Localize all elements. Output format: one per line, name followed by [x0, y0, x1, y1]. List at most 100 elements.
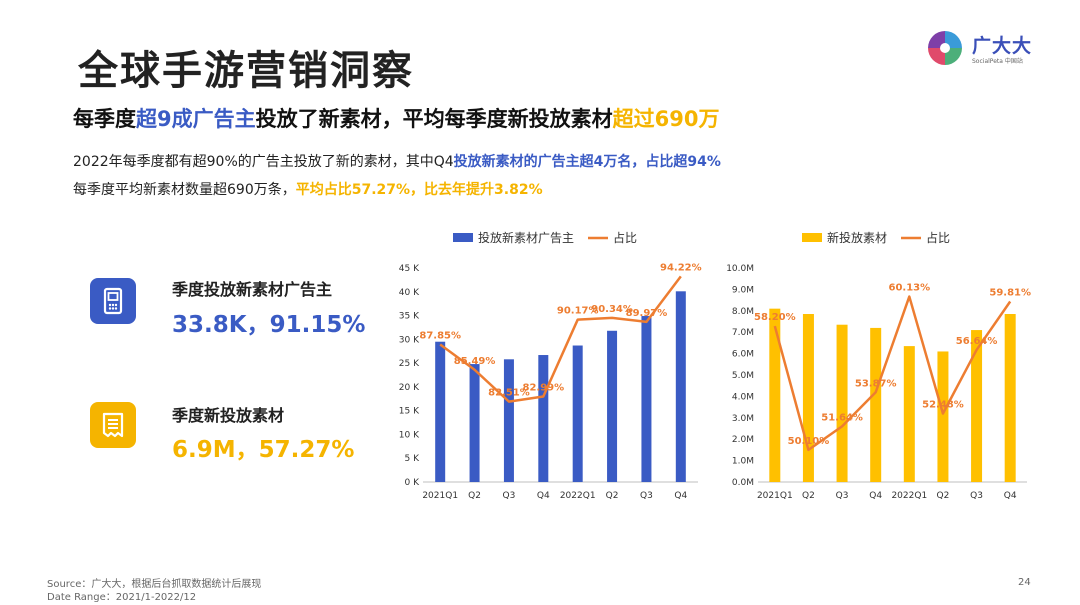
y-tick-label: 0.0M	[732, 478, 754, 488]
headline-highlight-yellow: 超过690万	[612, 107, 720, 131]
description-highlight: 平均占比57.27%，比去年提升3.82%	[295, 182, 543, 198]
x-tick-label: Q4	[537, 491, 550, 501]
kpi-creatives-value: 6.9M，57.27%	[172, 437, 355, 463]
data-label: 90.34%	[591, 304, 633, 315]
brand-logo-icon	[928, 31, 962, 65]
data-label: 50.10%	[788, 436, 830, 447]
legend-swatch-bar	[453, 233, 473, 242]
legend-label: 新投放素材	[827, 230, 887, 245]
x-tick-label: Q3	[640, 491, 653, 501]
description-highlight: 投放新素材的广告主超4万名，占比超94%	[453, 154, 721, 170]
y-tick-label: 5.0M	[732, 371, 754, 381]
x-tick-label: 2021Q1	[757, 491, 793, 501]
headline-highlight-blue: 超9成广告主	[136, 107, 256, 131]
data-label: 58.20%	[754, 312, 796, 323]
bar	[675, 291, 686, 482]
headline: 每季度超9成广告主投放了新素材，平均每季度新投放素材超过690万	[73, 103, 719, 133]
bar	[802, 314, 814, 482]
data-label: 82.51%	[488, 388, 530, 399]
description-line-2: 每季度平均新素材数量超690万条，平均占比57.27%，比去年提升3.82%	[73, 179, 543, 199]
advertisers-chart: 0 K 5 K 10 K 15 K 20 K 25 K 30 K 35 K 40 K 45 K 20…	[399, 230, 702, 501]
y-tick-label: 2.0M	[732, 435, 754, 445]
legend-swatch-bar	[802, 233, 822, 242]
data-label: 51.64%	[821, 412, 863, 423]
x-tick-label: Q2	[802, 491, 815, 501]
x-tick-label: 2022Q1	[560, 491, 596, 501]
legend-label: 占比	[926, 230, 950, 245]
legend-label: 占比	[613, 230, 637, 245]
y-tick-label: 20 K	[399, 383, 420, 393]
data-label: 52.48%	[922, 400, 964, 411]
brand-logo-name: 广大大	[972, 35, 1033, 57]
kpi-advertisers-label: 季度投放新素材广告主	[172, 280, 333, 299]
bar	[538, 355, 549, 482]
x-tick-label: Q2	[937, 491, 950, 501]
data-label: 82.99%	[522, 383, 564, 394]
y-tick-label: 4.0M	[732, 392, 754, 402]
x-tick-label: Q4	[869, 491, 882, 501]
x-tick-label: Q4	[674, 491, 687, 501]
document-icon	[102, 412, 124, 438]
y-tick-label: 7.0M	[732, 328, 754, 338]
y-tick-label: 10 K	[399, 430, 420, 440]
page-title: 全球手游营销洞察	[78, 48, 414, 94]
bar	[641, 316, 652, 482]
data-label: 85.49%	[454, 356, 496, 367]
bar	[836, 324, 848, 482]
x-tick-label: Q3	[970, 491, 983, 501]
y-tick-label: 25 K	[399, 359, 420, 369]
data-label: 89.97%	[626, 308, 668, 319]
y-tick-label: 5 K	[405, 454, 421, 464]
y-tick-label: 0 K	[405, 478, 421, 488]
x-tick-label: Q3	[836, 491, 849, 501]
bar	[607, 330, 618, 482]
creatives-chart: 0.0M 1.0M 2.0M 3.0M 4.0M 5.0M 6.0M 7.0M 8.0M 9.0M…	[726, 230, 1031, 501]
legend-label: 投放新素材广告主	[478, 230, 574, 245]
x-tick-label: Q4	[1004, 491, 1017, 501]
bar	[572, 345, 583, 482]
bar	[971, 330, 983, 482]
y-tick-label: 30 K	[399, 335, 420, 345]
x-tick-label: Q2	[606, 491, 619, 501]
bar	[435, 341, 446, 482]
y-tick-label: 6.0M	[732, 350, 754, 360]
data-label: 53.87%	[855, 378, 897, 389]
bar	[503, 359, 514, 482]
date-range-note: Date Range：2021/1-2022/12	[47, 592, 197, 603]
bar	[769, 308, 781, 482]
ratio-line	[773, 295, 1012, 452]
y-tick-label: 3.0M	[732, 414, 754, 424]
tablet-icon	[103, 287, 123, 315]
kpi-creatives-label: 季度新投放素材	[172, 406, 285, 425]
description-line-1: 2022年每季度都有超90%的广告主投放了新的素材，其中Q4投放新素材的广告主超…	[73, 151, 721, 171]
bar	[1004, 314, 1016, 482]
x-tick-label: 2021Q1	[422, 491, 458, 501]
data-label: 87.85%	[419, 331, 461, 342]
bar	[870, 327, 882, 482]
bar	[469, 364, 480, 482]
description-text: 每季度平均新素材数量超690万条，	[73, 182, 296, 198]
ratio-line	[439, 275, 682, 403]
x-tick-label: 2022Q1	[891, 491, 927, 501]
brand-logo-subtitle: SocialPeta 中国站	[972, 58, 1023, 65]
y-tick-label: 35 K	[399, 312, 420, 322]
headline-part: 每季度	[73, 107, 136, 131]
x-tick-label: Q3	[503, 491, 516, 501]
y-tick-label: 1.0M	[732, 457, 754, 467]
kpi-creatives-icon-box	[90, 402, 136, 448]
y-tick-label: 9.0M	[732, 285, 754, 295]
y-tick-label: 8.0M	[732, 307, 754, 317]
kpi-advertisers-icon-box	[90, 278, 136, 324]
description-text: 2022年每季度都有超90%的广告主投放了新的素材，其中Q4	[73, 154, 454, 170]
page-number: 24	[1018, 577, 1031, 588]
headline-part: 投放了新素材，平均每季度新投放素材	[255, 107, 613, 131]
data-label: 59.81%	[989, 287, 1031, 298]
y-tick-label: 45 K	[399, 264, 420, 274]
y-tick-label: 10.0M	[726, 264, 754, 274]
data-label: 60.13%	[888, 283, 930, 294]
source-note: Source：广大大，根据后台抓取数据统计后展现	[47, 579, 262, 590]
bar	[937, 351, 949, 482]
x-tick-label: Q2	[468, 491, 481, 501]
data-label: 94.22%	[660, 262, 702, 273]
data-label: 56.64%	[956, 336, 998, 347]
